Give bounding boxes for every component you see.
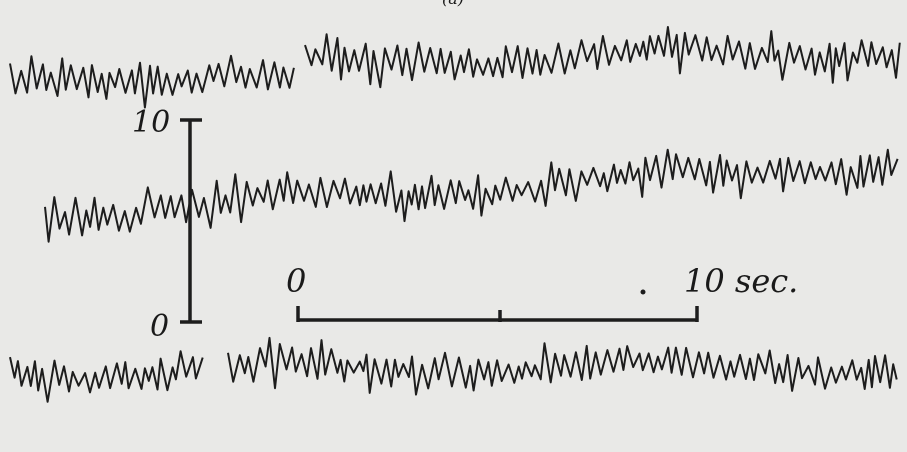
dot	[641, 290, 646, 295]
time-start-label: 0	[286, 262, 306, 300]
figure: (a) 10 0 0 10 sec.	[0, 0, 907, 452]
time-end-label: 10 sec.	[684, 262, 798, 300]
panel-label: (a)	[442, 0, 464, 8]
amplitude-top-label: 10	[132, 105, 170, 140]
amplitude-bottom-label: 0	[150, 309, 169, 344]
